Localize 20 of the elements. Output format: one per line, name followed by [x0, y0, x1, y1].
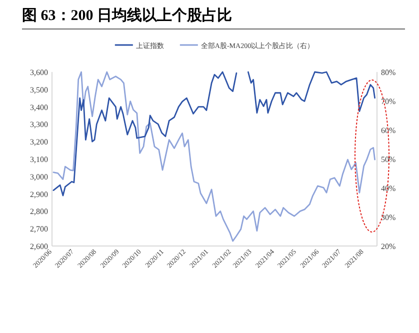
y2-tick-label: 20% [381, 242, 396, 251]
y-tick-label: 3,300 [30, 120, 48, 130]
y2-tick-label: 30% [381, 213, 396, 222]
y-tick-label: 3,200 [30, 138, 48, 147]
y-tick-label: 3,600 [30, 68, 48, 77]
y-tick-label: 2,700 [30, 224, 48, 234]
y-tick-label: 3,400 [30, 102, 48, 112]
y2-tick-label: 60% [381, 126, 396, 135]
y-tick-label: 3,000 [30, 172, 48, 182]
chart-title: 图 63：200 日均线以上个股占比 [22, 7, 232, 24]
y2-tick-label: 50% [381, 155, 396, 164]
y-tick-label: 2,900 [30, 190, 48, 199]
y-tick-label: 3,500 [30, 85, 48, 94]
y2-tick-label: 70% [381, 97, 396, 106]
y-tick-label: 2,600 [30, 242, 48, 251]
line-series [52, 71, 376, 242]
y2-tick-label: 80% [381, 68, 396, 77]
y-tick-label: 2,800 [30, 207, 48, 216]
y-tick-label: 3,100 [30, 155, 48, 164]
y2-tick-label: 40% [381, 184, 396, 193]
